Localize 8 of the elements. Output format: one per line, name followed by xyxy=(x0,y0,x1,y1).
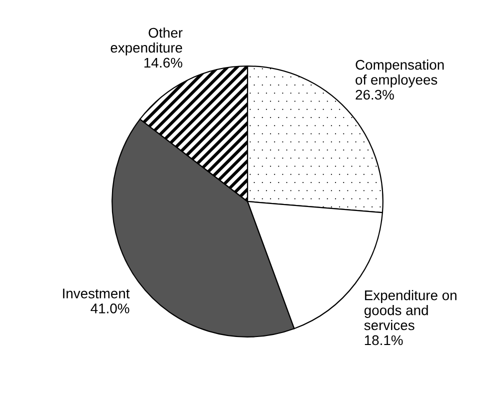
slice-label: Investment xyxy=(63,288,130,298)
data-label: 14.6% xyxy=(144,58,182,68)
slice-label: Other expenditure xyxy=(110,28,183,56)
slice-label: Compensation of employees xyxy=(356,60,444,88)
data-label: 26.3% xyxy=(356,90,394,100)
data-label: 18.1% xyxy=(364,335,403,346)
data-label: 41.0% xyxy=(90,304,130,314)
slice-label: Expenditure on goods and services xyxy=(364,290,456,330)
